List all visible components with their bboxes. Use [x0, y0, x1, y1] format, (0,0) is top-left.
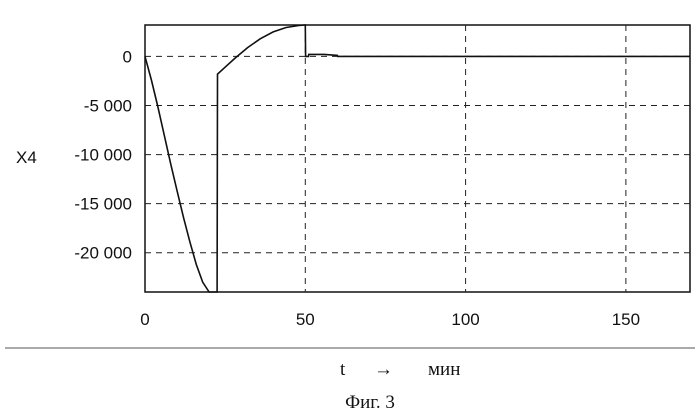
y-tick-label: -5 000 — [84, 96, 132, 115]
x-axis-label: t — [340, 359, 346, 380]
x-tick-label: 50 — [296, 310, 315, 329]
y-tick-labels: 0 -5 000 -10 000 -15 000 -20 000 — [74, 47, 132, 262]
x-tick-label: 150 — [612, 310, 640, 329]
x-tick-labels: 0 50 100 150 — [140, 310, 640, 329]
y-tick-label: -15 000 — [74, 195, 132, 214]
y-axis-label: X4 — [16, 148, 37, 167]
series-line-x4 — [145, 25, 690, 292]
y-tick-label: -20 000 — [74, 244, 132, 263]
y-tick-label: -10 000 — [74, 146, 132, 165]
x-axis-arrow: → — [374, 359, 393, 380]
series-layer — [145, 25, 690, 292]
figure-caption: Фиг. 3 — [345, 392, 395, 413]
x-tick-label: 0 — [140, 310, 149, 329]
x-tick-label: 100 — [451, 310, 479, 329]
y-tick-label: 0 — [123, 47, 132, 66]
x-axis-unit: мин — [428, 359, 460, 380]
